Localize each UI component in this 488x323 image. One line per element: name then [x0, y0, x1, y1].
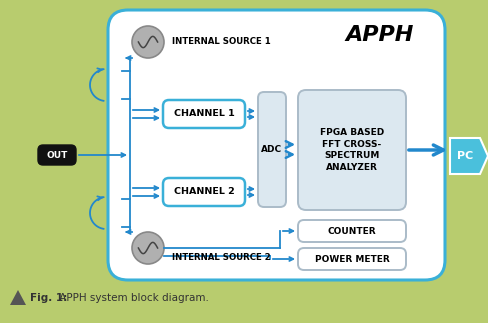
- FancyBboxPatch shape: [163, 178, 245, 206]
- Text: APPH: APPH: [346, 25, 414, 45]
- FancyBboxPatch shape: [298, 220, 406, 242]
- Circle shape: [132, 26, 164, 58]
- FancyBboxPatch shape: [298, 248, 406, 270]
- FancyBboxPatch shape: [258, 92, 286, 207]
- Text: ADC: ADC: [262, 145, 283, 154]
- Text: CHANNEL 1: CHANNEL 1: [174, 109, 234, 119]
- FancyBboxPatch shape: [163, 100, 245, 128]
- Circle shape: [132, 232, 164, 264]
- Text: OUT: OUT: [46, 151, 68, 160]
- Text: INTERNAL SOURCE 2: INTERNAL SOURCE 2: [172, 254, 271, 263]
- Text: POWER METER: POWER METER: [315, 255, 389, 264]
- FancyBboxPatch shape: [298, 90, 406, 210]
- FancyBboxPatch shape: [108, 10, 445, 280]
- Polygon shape: [450, 138, 488, 174]
- FancyBboxPatch shape: [38, 145, 76, 165]
- Text: CHANNEL 2: CHANNEL 2: [174, 187, 234, 196]
- Text: COUNTER: COUNTER: [327, 226, 376, 235]
- Text: Fig. 1:: Fig. 1:: [30, 293, 67, 303]
- Text: PC: PC: [457, 151, 473, 161]
- Text: APPH system block diagram.: APPH system block diagram.: [56, 293, 209, 303]
- Polygon shape: [10, 290, 26, 305]
- Text: FPGA BASED
FFT CROSS-
SPECTRUM
ANALYZER: FPGA BASED FFT CROSS- SPECTRUM ANALYZER: [320, 128, 384, 172]
- Text: INTERNAL SOURCE 1: INTERNAL SOURCE 1: [172, 37, 271, 47]
